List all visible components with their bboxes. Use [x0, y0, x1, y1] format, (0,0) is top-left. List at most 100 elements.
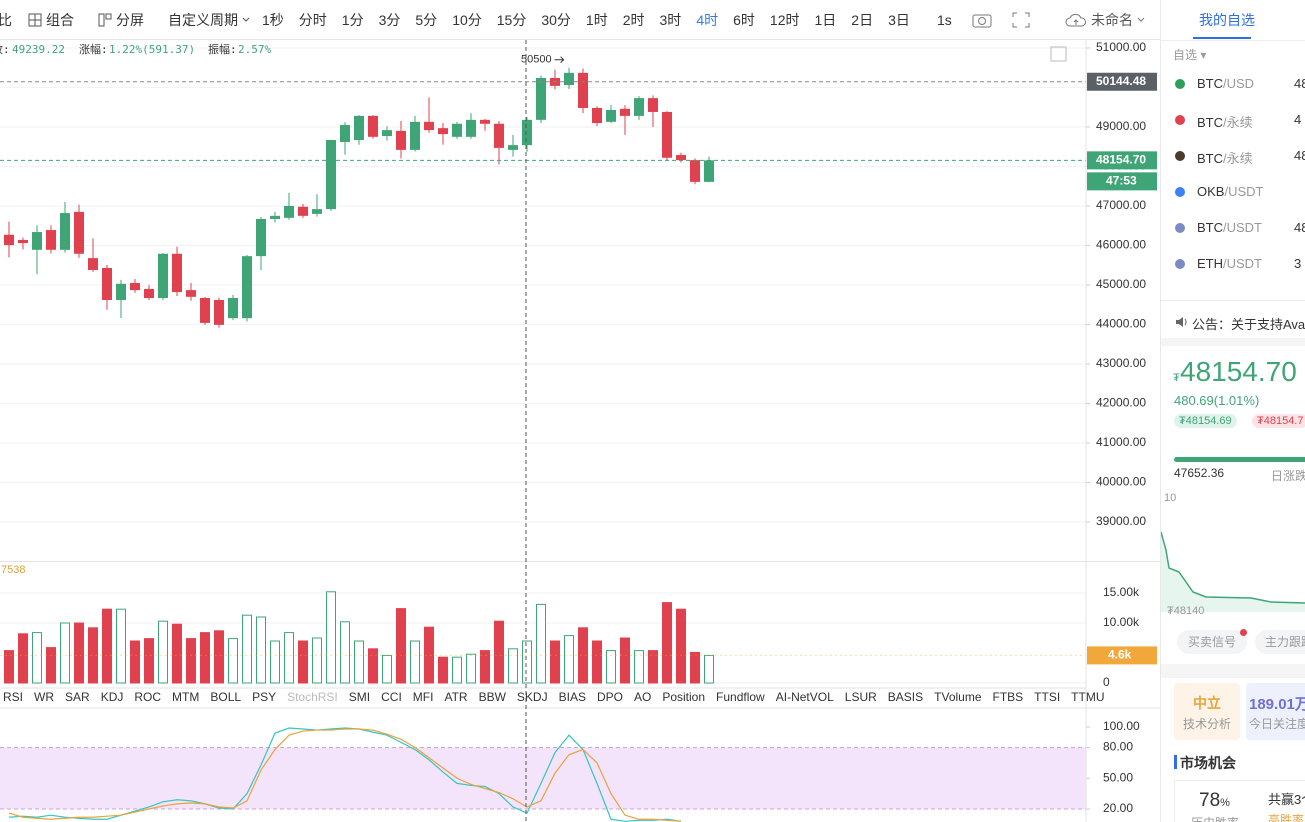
bid[interactable]: ₮48154.69 [1174, 414, 1237, 428]
y-tick-label: 44000.00 [1096, 317, 1146, 331]
opportunity-card[interactable] [1174, 780, 1305, 822]
timeframe[interactable]: 10分 [452, 11, 482, 28]
camera-icon[interactable] [972, 12, 992, 28]
candle-body [438, 128, 448, 135]
layout-name-label: 未命名 [1091, 11, 1133, 28]
indicator-tab[interactable]: SKDJ [517, 690, 548, 704]
custom-period[interactable]: 自定义周期 [168, 10, 262, 30]
indicator-tab[interactable]: MFI [413, 690, 434, 704]
coin-base: OKB [1197, 184, 1225, 199]
indicator-tab[interactable]: AO [634, 690, 651, 704]
volume-bar [536, 603, 546, 684]
card[interactable] [1174, 683, 1240, 740]
candle-body [18, 239, 28, 244]
indicator-tab[interactable]: RSI [3, 690, 23, 704]
candle-body [704, 160, 714, 182]
indicator-tab[interactable]: TTMU [1071, 690, 1104, 704]
indicator-tab[interactable]: SAR [65, 690, 90, 704]
timeframe[interactable]: 3时 [659, 11, 682, 28]
indicator-tab[interactable]: TVolume [934, 690, 982, 704]
combine[interactable]: 组合 [28, 10, 98, 30]
ask[interactable]: ₮48154.7 [1252, 414, 1305, 428]
candle-body [508, 145, 518, 150]
volume-bar [74, 622, 84, 684]
timeframe[interactable]: 2日 [851, 11, 874, 28]
candle-body [480, 119, 490, 124]
volume-bar [564, 635, 574, 684]
compare[interactable]: 比 [0, 10, 28, 30]
watch-item[interactable]: ETH/USDT [1197, 256, 1262, 271]
timeframe[interactable]: 1分 [341, 11, 364, 28]
indicator-tab[interactable]: KDJ [101, 690, 124, 704]
timeframe[interactable]: 3日 [888, 11, 910, 28]
volume-bar [452, 656, 462, 684]
mini-area [1161, 532, 1305, 612]
coin-base: BTC [1197, 76, 1223, 91]
indicator-tab[interactable]: FTBS [993, 690, 1024, 704]
timeframe[interactable]: 4时 [696, 11, 719, 28]
tab[interactable]: 我的自选 [1199, 12, 1255, 28]
indicator-tab[interactable]: ROC [134, 690, 161, 704]
coin-quote: /永续 [1223, 151, 1253, 166]
volume-bar [340, 621, 350, 684]
indicator-tab[interactable]: BBW [479, 690, 507, 704]
speaker-icon [1176, 317, 1187, 327]
indicator-tab[interactable]: Position [662, 690, 705, 704]
indicator-tab[interactable]: LSUR [845, 690, 877, 704]
info-value: 1.22%(591.37) [109, 43, 195, 56]
track-button[interactable]: 主力跟踪 [1255, 630, 1305, 654]
timeframe[interactable]: 1时 [585, 11, 608, 28]
layout-name[interactable]: 未命名 [1065, 10, 1145, 30]
timeframe[interactable]: 3分 [378, 11, 401, 28]
expand-icon[interactable] [1050, 46, 1067, 62]
candle-body [410, 121, 420, 150]
coin-price: 48 [1294, 76, 1305, 91]
timeframe[interactable]: 12时 [769, 11, 800, 28]
timeframe[interactable]: 15分 [496, 11, 527, 28]
indicator-tab[interactable]: WR [34, 690, 54, 704]
timeframe[interactable]: 分时 [298, 11, 327, 28]
indicator-tab[interactable]: CCI [381, 690, 402, 704]
timeframe[interactable]: 5分 [415, 11, 438, 28]
indicator-tab[interactable]: PSY [252, 690, 276, 704]
indicator-tab[interactable]: SMI [349, 690, 370, 704]
indicator-tab[interactable]: ATR [444, 690, 467, 704]
timeframe[interactable]: 2时 [622, 11, 645, 28]
notice[interactable]: 公告：关于支持Ava [1192, 317, 1305, 332]
interval[interactable]: 1s [937, 11, 952, 28]
watch-item[interactable]: BTC/永续 [1197, 148, 1253, 167]
indicator-tab[interactable]: MTM [172, 690, 199, 704]
indicator-tab[interactable]: TTSI [1034, 690, 1060, 704]
timeframe[interactable]: 1秒 [262, 11, 284, 28]
y-tick-label: 100.00 [1103, 719, 1140, 733]
candle-body [158, 253, 168, 299]
timeframe[interactable]: 1日 [814, 11, 837, 28]
watch-item[interactable]: OKB/USDT [1197, 184, 1263, 199]
volume-bar [466, 653, 476, 684]
candle-body [228, 298, 238, 319]
candle-body [284, 205, 294, 218]
win-rate-value: 78 [1199, 790, 1221, 811]
indicator-tab[interactable]: AI-NetVOL [776, 690, 834, 704]
timeframe[interactable]: 30分 [541, 11, 571, 28]
candle-body [46, 230, 56, 250]
indicator-tab[interactable]: DPO [597, 690, 623, 704]
indicator-tab[interactable]: BIAS [559, 690, 586, 704]
indicator-tab[interactable]: Fundflow [716, 690, 765, 704]
indicator-tab[interactable]: BASIS [888, 690, 923, 704]
last-price-bg [1087, 151, 1157, 170]
filter[interactable]: 自选 ▾ [1173, 48, 1207, 62]
indicator-tab[interactable]: StochRSI [287, 690, 338, 704]
timeframe[interactable]: 6时 [733, 11, 755, 28]
signal-button[interactable]: 买卖信号 [1177, 630, 1247, 654]
volume-bar [326, 591, 336, 684]
indicator-tab[interactable]: BOLL [210, 690, 241, 704]
volume-bar [396, 608, 406, 684]
split[interactable]: 分屏 [98, 10, 168, 30]
watch-item[interactable]: BTC/USD [1197, 76, 1254, 91]
high-label-bg [1087, 72, 1157, 91]
card[interactable] [1246, 683, 1305, 740]
fullscreen-icon[interactable] [1012, 12, 1030, 28]
watch-item[interactable]: BTC/永续 [1197, 112, 1253, 131]
watch-item[interactable]: BTC/USDT [1197, 220, 1262, 235]
